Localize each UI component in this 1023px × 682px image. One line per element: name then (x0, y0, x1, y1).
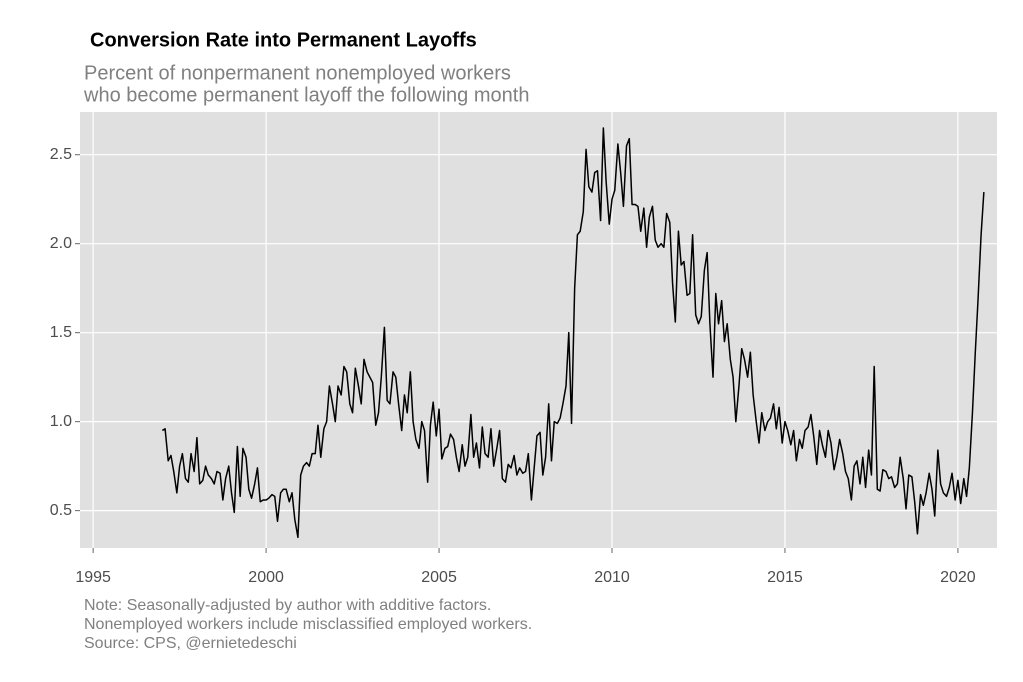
x-tick-label: 2010 (594, 569, 630, 586)
data-line (161, 127, 985, 539)
y-tick-label: 1.5 (50, 324, 72, 341)
y-tick-label: 2.0 (50, 235, 72, 252)
x-tick-label: 1995 (75, 569, 111, 586)
y-tick-label: 1.0 (50, 413, 72, 430)
note: Source: CPS, @ernietedeschi (84, 635, 297, 652)
y-tick-label: 2.5 (50, 146, 72, 163)
chart-subtitle: who become permanent layoff the followin… (83, 84, 529, 106)
chart-subtitle: Percent of nonpermanent nonemployed work… (84, 62, 511, 84)
chart-title: Conversion Rate into Permanent Layoffs (90, 29, 477, 51)
note: Nonemployed workers include misclassifie… (84, 616, 532, 633)
x-tick-label: 2015 (767, 569, 803, 586)
x-tick-label: 2020 (940, 569, 976, 586)
plot-background (80, 112, 997, 548)
note: Note: Seasonally-adjusted by author with… (84, 597, 491, 614)
x-tick-label: 2005 (421, 569, 457, 586)
y-tick-label: 0.5 (50, 502, 72, 519)
x-tick-label: 2000 (248, 569, 284, 586)
